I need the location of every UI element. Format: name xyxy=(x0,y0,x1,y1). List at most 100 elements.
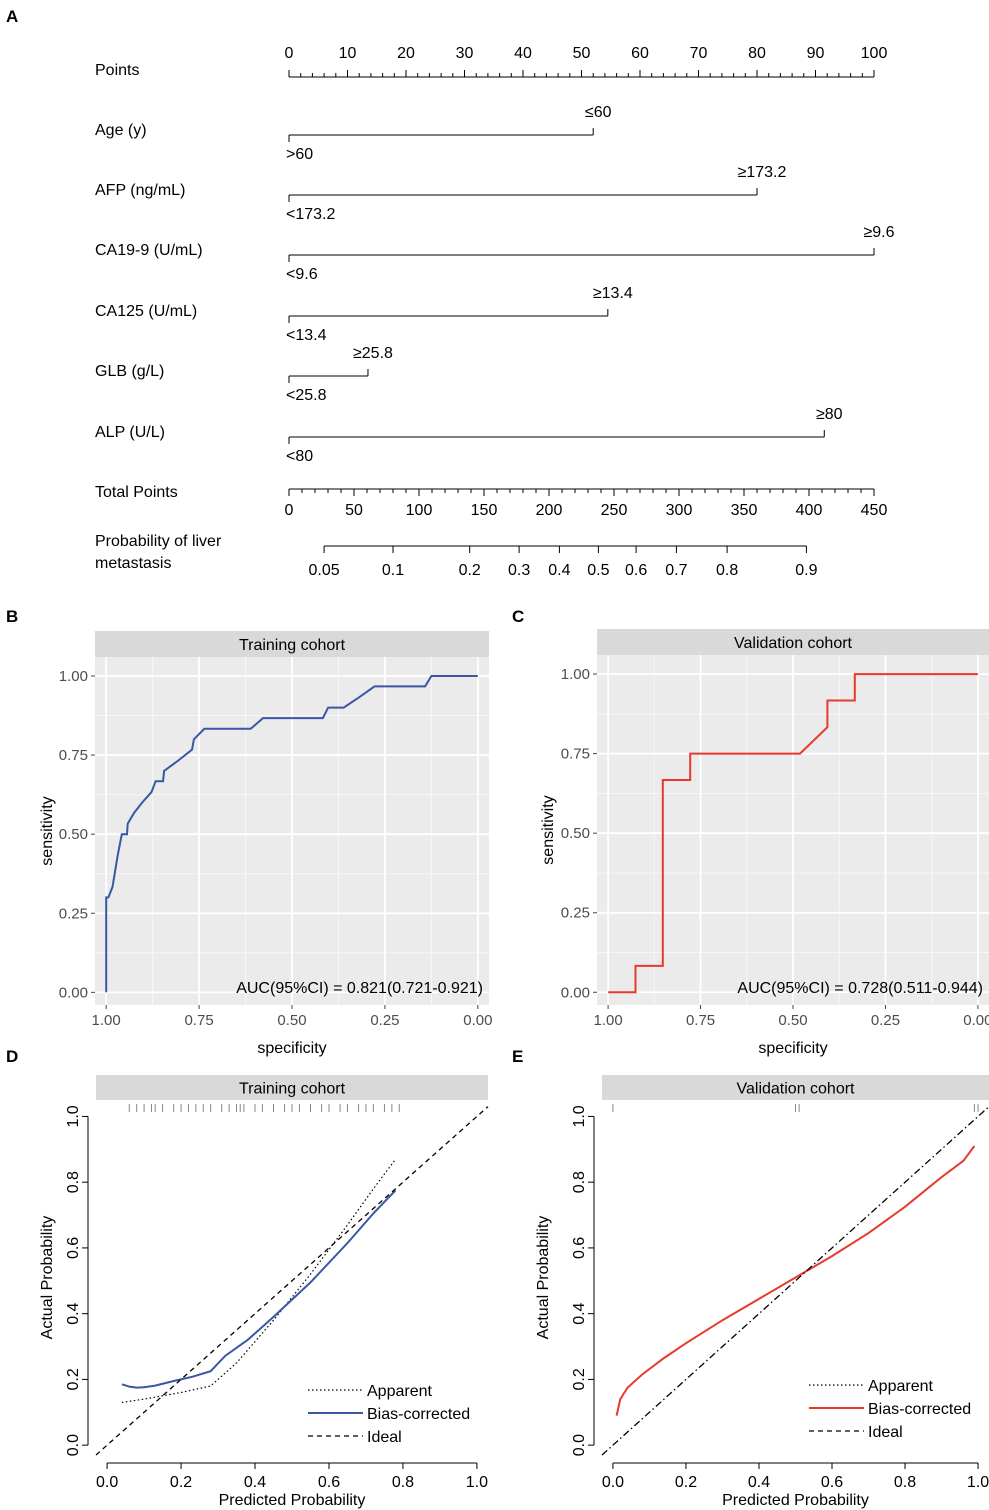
total-points-tick-label: 0 xyxy=(285,502,294,519)
y-tick-label: 0.00 xyxy=(59,984,88,1001)
y-tick-label: 0.75 xyxy=(561,746,590,763)
probability-tick-label: 0.6 xyxy=(625,562,647,579)
y-tick-label: 0.0 xyxy=(65,1434,82,1456)
x-tick-label: 0.8 xyxy=(894,1474,916,1491)
legend-label-apparent: Apparent xyxy=(367,1383,432,1400)
points-tick-label: 40 xyxy=(514,45,532,62)
variable-low-label: <173.2 xyxy=(286,206,335,223)
roc-curve-c xyxy=(608,673,978,994)
strip-c xyxy=(597,629,989,655)
variable-high-label: ≥80 xyxy=(816,406,843,423)
probability-tick-label: 0.3 xyxy=(508,562,530,579)
points-tick-label: 30 xyxy=(456,45,474,62)
chart-title-b: Training cohort xyxy=(239,637,346,654)
x-tick-label: 1.00 xyxy=(92,1012,121,1029)
apparent-curve-d xyxy=(121,1158,396,1403)
probability-label-2: metastasis xyxy=(95,555,171,572)
x-tick-label: 0.50 xyxy=(778,1012,807,1029)
y-tick-label: 1.00 xyxy=(561,666,590,683)
y-tick-label: 0.8 xyxy=(571,1171,588,1193)
chart-title-d: Training cohort xyxy=(239,1081,346,1098)
bias-corrected-curve-e xyxy=(615,1145,976,1416)
x-axis-label: Predicted Probability xyxy=(722,1492,869,1509)
variable-low-label: <13.4 xyxy=(286,327,327,344)
y-tick-label: 0.2 xyxy=(65,1368,82,1390)
y-tick-label: 0.50 xyxy=(561,825,590,842)
total-points-tick-label: 450 xyxy=(861,502,888,519)
y-tick-label: 0.25 xyxy=(561,905,590,922)
variable-label: Age (y) xyxy=(95,122,147,139)
variable-high-label: ≥25.8 xyxy=(353,345,393,362)
chart-title-e: Validation cohort xyxy=(737,1081,856,1098)
probability-tick-label: 0.1 xyxy=(382,562,404,579)
legend-label-ideal: Ideal xyxy=(367,1429,402,1446)
legend-label-apparent: Apparent xyxy=(868,1378,933,1395)
probability-tick-label: 0.9 xyxy=(795,562,817,579)
total-points-tick-label: 100 xyxy=(406,502,433,519)
x-tick-label: 0.4 xyxy=(748,1474,770,1491)
y-tick-label: 0.4 xyxy=(571,1302,588,1324)
variable-low-label: <80 xyxy=(286,448,313,465)
total-points-tick-label: 50 xyxy=(345,502,363,519)
x-tick-label: 0.6 xyxy=(318,1474,340,1491)
variable-low-label: <9.6 xyxy=(286,266,318,283)
y-axis-label: Actual Probability xyxy=(535,1216,552,1340)
x-tick-label: 0.00 xyxy=(963,1012,989,1029)
y-tick-label: 0.25 xyxy=(59,905,88,922)
auc-annotation-c: AUC(95%CI) = 0.728(0.511-0.944) xyxy=(737,980,983,997)
x-tick-label: 0.0 xyxy=(602,1474,624,1491)
total-points-tick-label: 300 xyxy=(666,502,693,519)
total-points-tick-label: 200 xyxy=(536,502,563,519)
y-tick-label: 1.0 xyxy=(571,1105,588,1127)
x-tick-label: 0.0 xyxy=(96,1474,118,1491)
y-tick-label: 0.4 xyxy=(65,1302,82,1324)
auc-annotation-b: AUC(95%CI) = 0.821(0.721-0.921) xyxy=(236,980,483,997)
x-tick-label: 1.0 xyxy=(466,1474,488,1491)
x-tick-label: 0.25 xyxy=(370,1012,399,1029)
y-tick-label: 0.6 xyxy=(571,1237,588,1259)
variable-label: ALP (U/L) xyxy=(95,424,165,441)
total-points-tick-label: 250 xyxy=(601,502,628,519)
x-tick-label: 0.25 xyxy=(871,1012,900,1029)
y-tick-label: 0.75 xyxy=(59,747,88,764)
probability-tick-label: 0.4 xyxy=(548,562,570,579)
panel-label-b: B xyxy=(6,607,18,626)
legend-label-ideal: Ideal xyxy=(868,1424,903,1441)
y-tick-label: 0.6 xyxy=(65,1237,82,1259)
points-tick-label: 60 xyxy=(631,45,649,62)
legend-label-bias-corrected: Bias-corrected xyxy=(868,1401,971,1418)
y-tick-label: 0.50 xyxy=(59,826,88,843)
probability-tick-label: 0.7 xyxy=(665,562,687,579)
roc-curve-b xyxy=(105,675,478,993)
probability-tick-label: 0.05 xyxy=(309,562,340,579)
y-tick-label: 0.2 xyxy=(571,1368,588,1390)
chart-title-c: Validation cohort xyxy=(734,635,853,652)
x-tick-label: 0.75 xyxy=(686,1012,715,1029)
points-tick-label: 70 xyxy=(690,45,708,62)
variable-high-label: ≥9.6 xyxy=(863,224,894,241)
total-points-tick-label: 150 xyxy=(471,502,498,519)
x-tick-label: 0.6 xyxy=(821,1474,843,1491)
total-points-tick-label: 400 xyxy=(796,502,823,519)
x-tick-label: 1.00 xyxy=(593,1012,622,1029)
x-tick-label: 0.00 xyxy=(463,1012,492,1029)
variable-high-label: ≥13.4 xyxy=(593,285,633,302)
y-tick-label: 1.00 xyxy=(59,668,88,685)
x-tick-label: 0.2 xyxy=(675,1474,697,1491)
y-tick-label: 1.0 xyxy=(65,1105,82,1127)
points-tick-label: 0 xyxy=(285,45,294,62)
variable-label: AFP (ng/mL) xyxy=(95,182,185,199)
legend-label-bias-corrected: Bias-corrected xyxy=(367,1406,470,1423)
strip-b xyxy=(95,631,489,657)
variable-high-label: ≥173.2 xyxy=(738,164,787,181)
x-tick-label: 0.75 xyxy=(184,1012,213,1029)
x-axis-label: specificity xyxy=(257,1040,326,1057)
variable-low-label: >60 xyxy=(286,146,313,163)
probability-tick-label: 0.5 xyxy=(587,562,609,579)
points-tick-label: 90 xyxy=(807,45,825,62)
y-tick-label: 0.8 xyxy=(65,1171,82,1193)
variable-high-label: ≤60 xyxy=(585,104,612,121)
x-tick-label: 0.2 xyxy=(170,1474,192,1491)
y-tick-label: 0.0 xyxy=(571,1434,588,1456)
